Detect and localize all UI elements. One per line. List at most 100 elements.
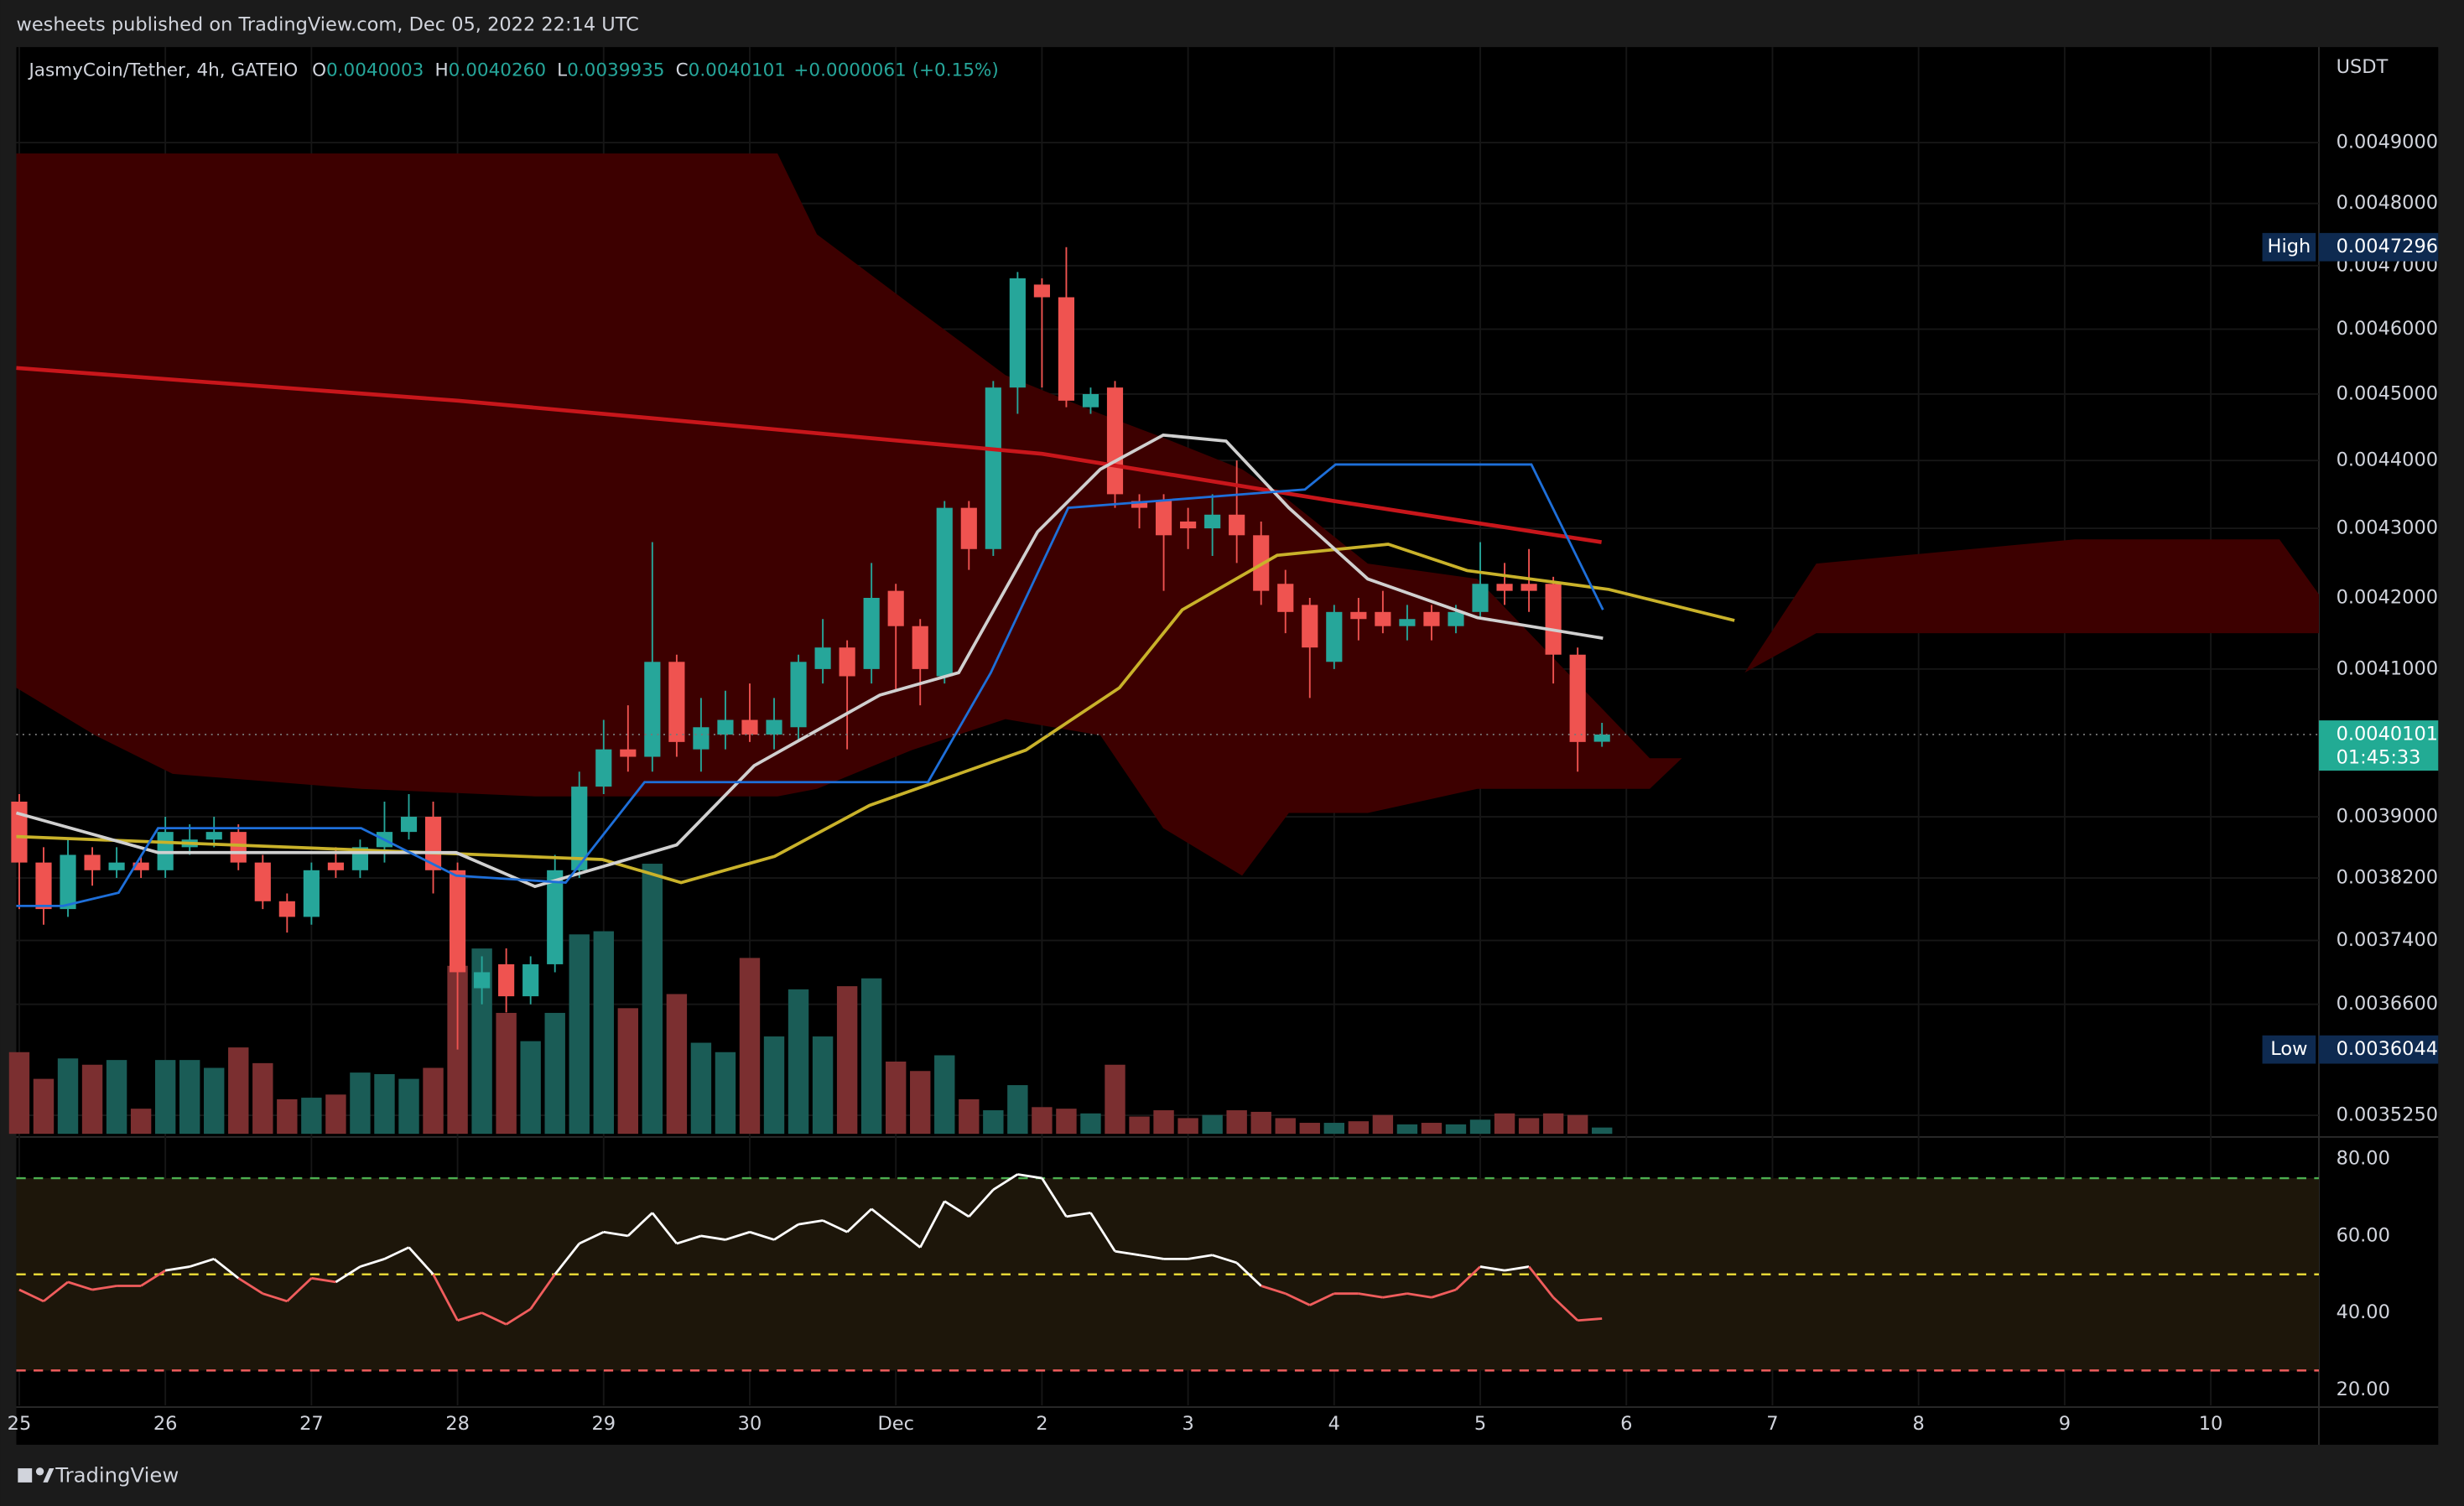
extreme-value-box — [2318, 232, 2439, 262]
candle-body — [1472, 584, 1489, 612]
y-tick-label: 0.0037400 — [2337, 929, 2439, 951]
rsi-segment — [529, 1273, 556, 1310]
volume-bar — [666, 994, 688, 1135]
candle-body — [766, 719, 782, 735]
x-tick-label: 5 — [1474, 1413, 1486, 1435]
rsi-segment — [383, 1246, 410, 1260]
rsi-segment — [1431, 1288, 1457, 1299]
rsi-segment — [1188, 1254, 1213, 1260]
candle-body — [1180, 521, 1197, 529]
volume-bar — [788, 989, 809, 1135]
rsi-segment — [432, 1274, 459, 1322]
candle-body — [1545, 584, 1562, 655]
volume-bar — [593, 931, 614, 1135]
candle-body — [1058, 297, 1075, 401]
volume-bar — [1323, 1123, 1345, 1135]
ohlc-key: O — [312, 60, 326, 80]
x-tick-label: 9 — [2059, 1413, 2071, 1435]
candle-body — [1302, 605, 1318, 648]
volume-bar — [496, 1012, 517, 1135]
candle-body — [1448, 611, 1464, 626]
volume-bar — [1007, 1085, 1028, 1135]
candle-body — [1033, 284, 1050, 298]
volume-bar — [1177, 1118, 1198, 1135]
x-tick-label: 10 — [2199, 1413, 2223, 1435]
rsi-segment — [725, 1230, 751, 1241]
volume-bar — [690, 1042, 712, 1135]
extreme-value: 0.0036044 — [2337, 1038, 2439, 1060]
candle-body — [547, 870, 564, 964]
rsi-segment — [164, 1265, 190, 1272]
candle-body — [1082, 393, 1099, 408]
volume-bar — [81, 1064, 103, 1135]
overlay-line — [16, 366, 1602, 544]
extreme-box — [2262, 1035, 2316, 1064]
ohlc-value: 0.0039935 — [567, 60, 664, 80]
rsi-segment — [457, 1311, 483, 1322]
rsi-segment — [213, 1258, 240, 1280]
volume-bar — [374, 1073, 395, 1135]
candle-body — [133, 862, 149, 870]
candle-body — [1326, 611, 1343, 662]
candle-body — [60, 854, 76, 910]
candle-body — [668, 662, 685, 742]
rsi-segment — [262, 1292, 288, 1303]
countdown-label: 01:45:33 — [2337, 747, 2421, 769]
volume-bar — [1396, 1124, 1418, 1135]
brand-logo — [18, 1467, 55, 1483]
candle-body — [35, 862, 52, 910]
candle-body — [839, 647, 855, 677]
rsi-segment — [505, 1307, 532, 1326]
rsi-segment — [286, 1277, 313, 1302]
y-tick-label: 0.0038200 — [2337, 867, 2439, 889]
volume-bar — [204, 1067, 225, 1135]
volume-bar — [252, 1062, 273, 1135]
publish-note: wesheets published on TradingView.com, D… — [16, 13, 638, 35]
volume-bar — [350, 1072, 371, 1135]
rsi-segment — [1309, 1292, 1335, 1306]
volume-bar — [1542, 1113, 1564, 1135]
rsi-segment — [895, 1227, 922, 1249]
volume-bar — [1299, 1123, 1320, 1135]
volume-bar — [57, 1058, 79, 1135]
rsi-segment — [1504, 1265, 1530, 1272]
rsi-segment — [992, 1173, 1019, 1192]
ohlc-key: C — [676, 60, 689, 80]
overlay-line — [16, 543, 1735, 885]
volume-bar — [1129, 1116, 1150, 1135]
volume-bar — [130, 1109, 152, 1135]
volume-bar — [715, 1052, 736, 1135]
rsi-segment — [773, 1223, 799, 1241]
candle-body — [303, 870, 320, 917]
rsi-segment — [1017, 1173, 1042, 1180]
legend: JasmyCoin/Tether, 4h, GATEIO O0.0040003 H0… — [27, 60, 998, 80]
rsi-segment — [91, 1285, 117, 1291]
candle-body — [1423, 611, 1440, 626]
extreme-value: 0.0047296 — [2337, 236, 2439, 257]
rsi-segment — [1115, 1249, 1140, 1257]
x-tick-label: 4 — [1328, 1413, 1340, 1435]
y-tick-label: 0.0042000 — [2337, 586, 2439, 608]
extreme-value-box — [2318, 1035, 2439, 1064]
candle-body — [912, 626, 928, 669]
overlay-line — [16, 463, 1604, 907]
candle-body — [449, 870, 466, 973]
volume-bar — [1056, 1109, 1077, 1135]
volume-bar — [739, 958, 761, 1135]
rsi-segment — [237, 1277, 264, 1295]
volume-bar — [1250, 1111, 1271, 1135]
rsi-tick-label: 80.00 — [2337, 1148, 2390, 1170]
candle-body — [1155, 501, 1172, 536]
rsi-segment — [943, 1200, 970, 1218]
volume-bar — [1275, 1118, 1296, 1135]
candle-body — [595, 749, 612, 787]
rsi-segment — [408, 1246, 434, 1275]
x-tick-label: 7 — [1766, 1413, 1778, 1435]
rsi-segment — [1578, 1317, 1603, 1322]
volume-bar — [228, 1047, 249, 1135]
candle-body — [424, 817, 442, 870]
rsi-segment — [1139, 1254, 1164, 1260]
volume-bar — [179, 1060, 200, 1135]
candle-body — [1106, 387, 1124, 495]
x-tick-label: 6 — [1620, 1413, 1632, 1435]
